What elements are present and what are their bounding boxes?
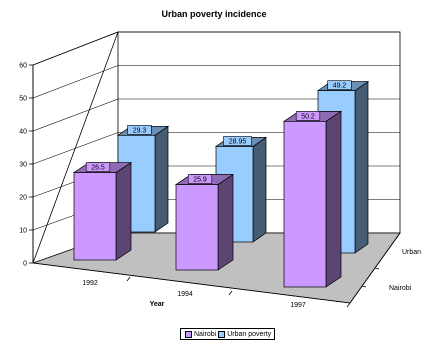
x-axis-title: Year bbox=[150, 301, 165, 308]
legend-swatch-nairobi bbox=[185, 330, 192, 338]
y-tick-label: 50 bbox=[19, 96, 27, 103]
data-label-box bbox=[187, 174, 213, 184]
y-tick-label: 20 bbox=[19, 195, 27, 202]
data-labels: 29.3 28.95 49.2 26.5 25.9 50.2 bbox=[85, 80, 352, 184]
x-tick bbox=[228, 290, 233, 296]
x-tick-label-1992: 1992 bbox=[82, 280, 98, 287]
legend: Nairobi Urban poverty bbox=[180, 328, 276, 340]
y-tick-label: 60 bbox=[19, 63, 27, 70]
data-label-box bbox=[223, 136, 252, 146]
x-tick bbox=[346, 302, 351, 308]
nairobi-bar-1994 bbox=[174, 173, 235, 271]
nairobi-bar-1994-front bbox=[175, 184, 219, 271]
urban-poverty-bar-1997-side bbox=[354, 80, 369, 254]
data-label-nairobi-1997: 50.2 bbox=[301, 113, 315, 120]
data-label-box bbox=[127, 125, 152, 135]
nairobi-bar-1997-side bbox=[325, 110, 342, 288]
gridline bbox=[32, 98, 400, 132]
urban-poverty-bar-1992-side bbox=[154, 125, 169, 233]
data-label-urban-poverty-1994: 28.95 bbox=[229, 138, 247, 145]
data-label-urban-poverty-1992: 29.3 bbox=[133, 127, 147, 134]
legend-swatch-urban-poverty bbox=[218, 330, 226, 338]
chart-title: Urban poverty incidence bbox=[161, 9, 266, 19]
nairobi-bar-1997-front bbox=[283, 120, 327, 288]
urban-poverty-bar-1994-side bbox=[252, 136, 267, 243]
y-tick-label: 40 bbox=[19, 129, 27, 136]
depth-tick bbox=[361, 285, 367, 288]
nairobi-bar-1992-side bbox=[115, 161, 132, 261]
axes: 0 10 20 30 40 50 60 1992 1994 1997 Urban Nairobi bbox=[19, 63, 421, 310]
data-label-box bbox=[295, 111, 321, 121]
nairobi-bar-1997 bbox=[282, 110, 343, 288]
data-label-nairobi-1994: 25.9 bbox=[193, 177, 207, 184]
x-tick-label-1994: 1994 bbox=[177, 291, 193, 298]
gridline bbox=[32, 31, 400, 66]
y-tick-label: 0 bbox=[23, 261, 27, 268]
nairobi-bar-1992-front bbox=[73, 172, 117, 261]
nairobi-bar-1994-side bbox=[217, 173, 234, 271]
x-tick-label-1997: 1997 bbox=[290, 302, 306, 309]
depth-tick bbox=[374, 267, 380, 270]
depth-label-urban: Urban bbox=[402, 249, 421, 256]
nairobi-bar-1992 bbox=[72, 161, 133, 261]
data-label-box bbox=[327, 80, 352, 90]
y-tick-label: 30 bbox=[19, 162, 27, 169]
data-label-nairobi-1992: 26.5 bbox=[91, 165, 105, 172]
x-axis bbox=[32, 262, 351, 304]
x-tick bbox=[126, 276, 131, 282]
y-tick-label: 10 bbox=[19, 228, 27, 235]
gridline bbox=[32, 65, 400, 99]
data-label-box bbox=[85, 162, 111, 172]
data-label-urban-poverty-1997: 49.2 bbox=[333, 83, 347, 90]
depth-label-nairobi: Nairobi bbox=[389, 285, 412, 292]
legend-label-nairobi: Nairobi bbox=[194, 330, 217, 338]
legend-label-urban-poverty: Urban poverty bbox=[227, 330, 272, 338]
